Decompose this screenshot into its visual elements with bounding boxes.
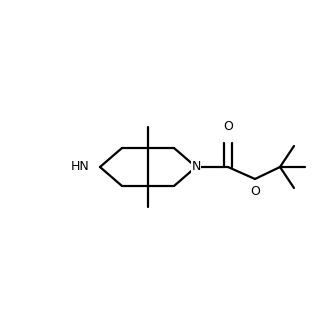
Text: N: N [191, 160, 201, 174]
Text: HN: HN [70, 160, 89, 174]
Text: O: O [223, 120, 233, 133]
Text: O: O [250, 185, 260, 198]
